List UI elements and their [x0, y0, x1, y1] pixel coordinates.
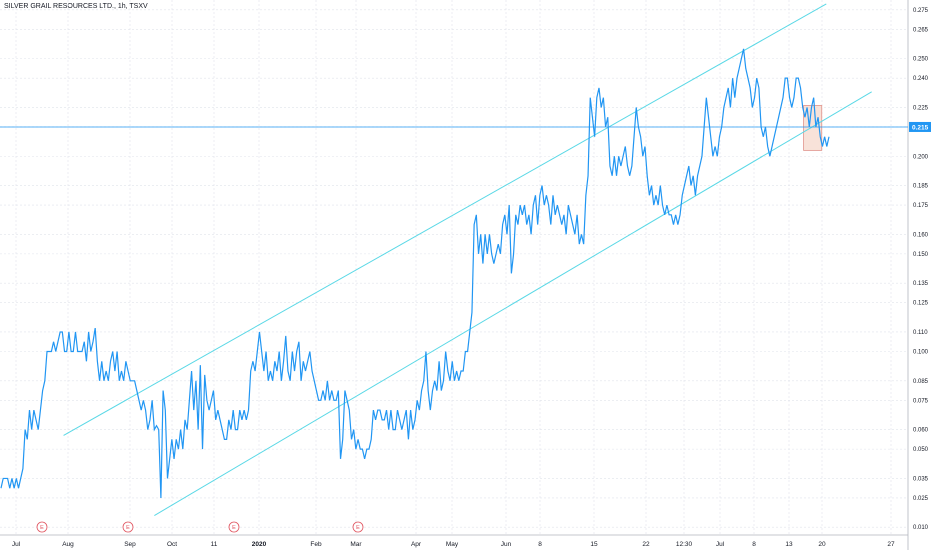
x-tick-label: Jun: [501, 541, 512, 548]
earnings-marker-icon[interactable]: [352, 521, 364, 533]
x-tick-label: May: [446, 541, 459, 548]
chart-title: SILVER GRAIL RESOURCES LTD., 1h, TSXV: [4, 3, 148, 10]
x-tick-label: 8: [752, 541, 756, 548]
y-tick-label: 0.200: [913, 154, 929, 160]
y-tick-label: 0.010: [913, 525, 929, 531]
x-tick-label: 13: [785, 541, 793, 548]
price-series-line[interactable]: [0, 48, 830, 498]
y-tick-label: 0.240: [913, 76, 929, 82]
y-tick-label: 0.250: [913, 57, 929, 63]
y-tick-label: 0.125: [913, 301, 929, 307]
y-tick-label: 0.160: [913, 232, 929, 238]
y-tick-label: 0.275: [913, 8, 929, 14]
y-tick-label: 0.035: [913, 476, 929, 482]
earnings-marker-label: E: [356, 525, 360, 531]
earnings-marker-label: E: [40, 525, 44, 531]
y-tick-label: 0.050: [913, 447, 929, 453]
y-tick-label: 0.225: [913, 105, 929, 111]
x-tick-label: 2020: [252, 541, 267, 548]
y-tick-label: 0.150: [913, 252, 929, 258]
x-tick-label: 11: [211, 541, 218, 548]
y-tick-label: 0.100: [913, 350, 929, 356]
x-tick-label: Oct: [167, 541, 177, 548]
y-tick-label: 0.060: [913, 428, 929, 434]
x-tick-label: 22: [642, 541, 650, 548]
earnings-marker-label: E: [232, 525, 236, 531]
current-price-badge: [909, 121, 931, 132]
y-tick-label: 0.075: [913, 398, 929, 404]
channel-line-lower[interactable]: [154, 91, 872, 516]
current-price-label: 0.215: [912, 124, 929, 131]
y-tick-label: 0.185: [913, 184, 929, 190]
x-tick-label: 12:30: [676, 541, 693, 548]
earnings-marker-label: E: [126, 525, 130, 531]
x-tick-label: Apr: [411, 541, 422, 548]
x-tick-label: Mar: [350, 541, 362, 548]
earnings-marker-icon[interactable]: [36, 521, 48, 533]
y-tick-label: 0.085: [913, 379, 929, 385]
earnings-marker-icon[interactable]: [228, 521, 240, 533]
x-tick-label: Sep: [124, 541, 136, 548]
x-tick-label: 20: [818, 541, 826, 548]
earnings-marker-icon[interactable]: [122, 521, 134, 533]
x-tick-label: 8: [538, 541, 542, 548]
channel-line-upper[interactable]: [63, 3, 827, 436]
x-tick-label: Jul: [12, 541, 21, 548]
y-tick-label: 0.265: [913, 27, 929, 33]
y-tick-label: 0.110: [913, 330, 928, 336]
x-tick-label: Aug: [62, 541, 74, 548]
x-tick-label: 27: [887, 541, 895, 548]
x-tick-label: Jul: [716, 541, 725, 548]
y-tick-label: 0.025: [913, 496, 929, 502]
y-tick-label: 0.175: [913, 203, 929, 209]
x-tick-label: Feb: [310, 541, 322, 548]
y-tick-label: 0.135: [913, 281, 929, 287]
x-tick-label: 15: [590, 541, 598, 548]
